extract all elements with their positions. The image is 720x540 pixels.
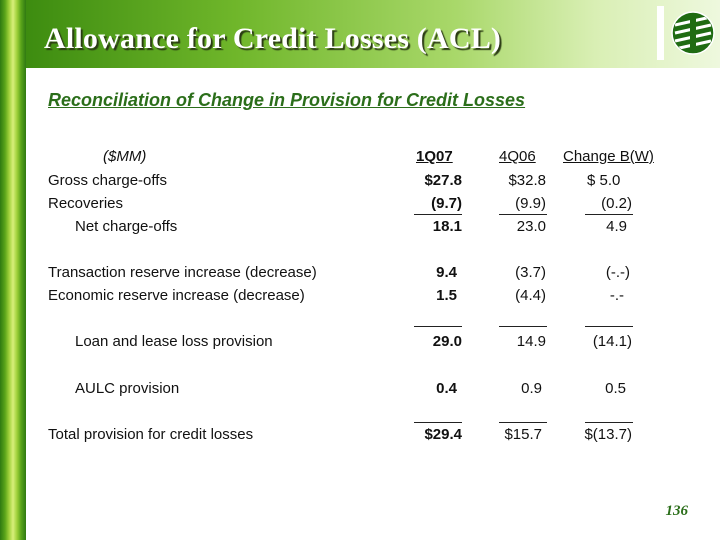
value-change: $ 5.0	[587, 172, 621, 189]
value-1q07: $27.8	[424, 172, 462, 189]
row-label-total-provision: Total provision for credit losses	[48, 426, 254, 443]
total-rule	[499, 422, 547, 423]
value-1q07: $29.4	[424, 426, 462, 443]
subtotal-rule	[585, 326, 633, 327]
value-4q06: (9.9)	[515, 195, 546, 212]
page-number: 136	[665, 503, 689, 519]
row-label-recoveries: Recoveries	[48, 195, 124, 212]
value-1q07: 1.5	[436, 287, 457, 304]
value-change: (0.2)	[601, 195, 632, 212]
subtotal-rule	[585, 214, 633, 215]
subtotal-rule	[499, 326, 547, 327]
unit-label: ($MM)	[103, 148, 147, 165]
value-1q07: 9.4	[436, 264, 457, 281]
value-change: $(13.7)	[584, 426, 632, 443]
subtotal-rule	[499, 214, 547, 215]
value-4q06: 14.9	[516, 333, 546, 350]
row-label-aulc-provision: AULC provision	[75, 380, 180, 397]
total-rule	[585, 422, 633, 423]
page-title: Allowance for Credit Losses (ACL)	[44, 22, 502, 55]
total-rule	[414, 422, 462, 423]
value-change: 0.5	[605, 380, 626, 397]
value-1q07: 0.4	[436, 380, 457, 397]
value-4q06: $15.7	[504, 426, 542, 443]
row-label-transaction-reserve: Transaction reserve increase (decrease)	[48, 264, 317, 281]
value-4q06: (3.7)	[515, 264, 546, 281]
value-change: (14.1)	[592, 333, 632, 350]
row-label-economic-reserve: Economic reserve increase (decrease)	[48, 287, 305, 304]
value-4q06: 0.9	[521, 380, 542, 397]
subtotal-rule	[414, 326, 462, 327]
value-4q06: (4.4)	[515, 287, 546, 304]
value-1q07: (9.7)	[431, 195, 462, 212]
column-header-4q06: 4Q06	[499, 148, 536, 165]
value-1q07: 29.0	[432, 333, 462, 350]
row-label-gross-charge-offs: Gross charge-offs	[48, 172, 167, 189]
section-subtitle: Reconciliation of Change in Provision fo…	[48, 90, 526, 110]
row-label-net-charge-offs: Net charge-offs	[75, 218, 178, 235]
company-logo-icon	[671, 11, 715, 55]
value-change: 4.9	[606, 218, 627, 235]
subtotal-rule	[414, 214, 462, 215]
header-band	[26, 0, 720, 68]
value-4q06: $32.8	[508, 172, 546, 189]
column-header-1q07: 1Q07	[416, 148, 453, 165]
value-change: -.-	[609, 287, 624, 304]
row-label-loan-lease-provision: Loan and lease loss provision	[75, 333, 273, 350]
header-divider	[657, 6, 664, 60]
column-header-change: Change B(W)	[563, 148, 654, 165]
value-change: (-.-)	[605, 264, 630, 281]
value-1q07: 18.1	[432, 218, 462, 235]
value-4q06: 23.0	[516, 218, 546, 235]
left-decorative-stripes	[0, 0, 26, 540]
